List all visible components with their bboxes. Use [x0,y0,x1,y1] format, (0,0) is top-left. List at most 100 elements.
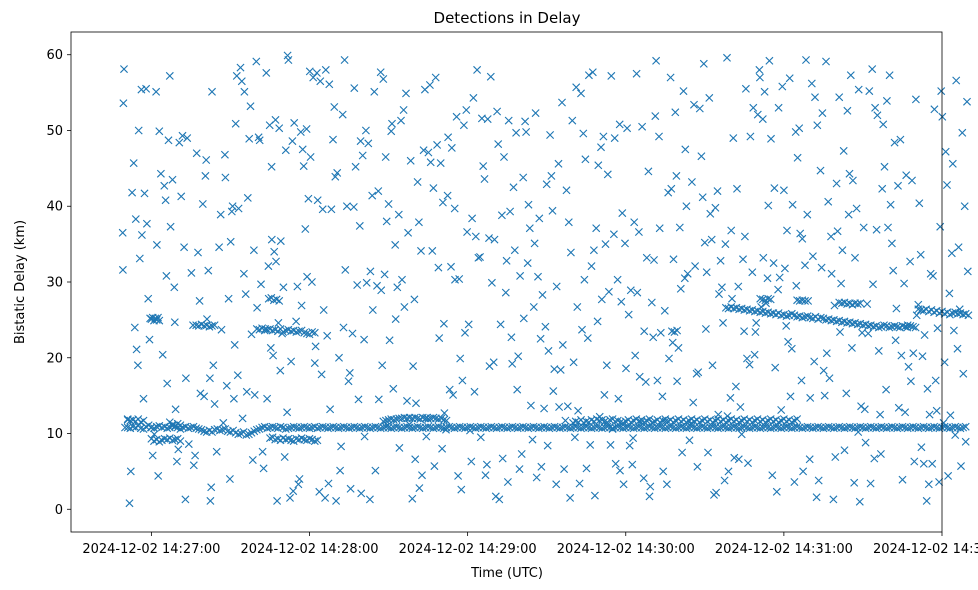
data-point [424,148,433,157]
data-point [341,265,350,274]
data-point [351,162,360,171]
data-point [626,286,635,295]
data-point [305,424,314,433]
data-point [793,153,802,162]
data-point [292,317,301,326]
data-point [911,95,920,104]
data-point [954,243,963,252]
data-point [830,301,839,310]
data-point [743,354,751,363]
data-point [318,422,327,431]
data-point [245,134,254,143]
data-point [246,102,255,111]
data-point [181,495,190,504]
data-point [614,394,623,403]
data-point [391,240,400,249]
data-point [599,132,608,141]
data-point [642,253,651,262]
data-point [868,65,877,74]
data-point [523,259,532,268]
data-point [896,135,905,144]
data-point [409,362,418,371]
data-point [592,422,601,431]
data-point [163,379,172,388]
data-point [639,474,648,483]
data-point [529,422,538,431]
data-point [880,162,889,171]
data-point [389,415,398,424]
data-point [917,443,926,452]
data-point [891,336,900,345]
data-point [856,299,865,308]
data-point [690,100,698,109]
data-point [880,321,888,330]
data-point [501,288,510,297]
data-point [933,324,942,333]
data-point [659,467,668,476]
data-point [827,269,836,278]
data-point [178,131,187,140]
data-point [672,171,681,180]
data-point [483,115,492,124]
data-point [931,376,940,385]
data-point [740,327,749,336]
data-point [941,147,950,156]
data-point [845,169,854,178]
data-point [724,467,733,476]
data-point [524,424,533,433]
data-point [392,422,401,431]
data-point [807,79,816,88]
data-point [189,461,198,470]
data-point [514,352,523,361]
data-point [515,465,524,474]
data-point [378,361,387,370]
data-point [801,261,809,270]
data-point [819,366,828,375]
data-point [310,328,319,337]
data-point [667,184,676,193]
data-point [951,422,960,431]
data-point [485,234,493,243]
data-point [607,71,616,80]
data-point [163,424,172,433]
data-point [793,422,802,431]
data-point [719,318,727,327]
data-point [171,405,180,414]
data-point [215,426,224,435]
data-point [452,112,461,121]
data-point [307,278,316,286]
data-point [280,453,289,461]
data-point [219,418,228,427]
data-point [734,455,743,464]
data-point [782,312,791,321]
data-point [300,422,309,431]
data-point [542,180,551,189]
data-point [252,57,261,66]
data-point [852,204,861,213]
data-point [306,153,315,161]
data-point [502,256,511,265]
data-point [790,416,799,425]
data-point [777,406,786,414]
data-point [635,372,644,381]
data-point [281,146,290,155]
data-point [870,454,879,463]
data-point [415,484,424,493]
data-point [319,306,328,314]
data-point [817,263,826,272]
data-point [793,415,802,424]
data-point [655,224,664,233]
data-point [767,134,775,143]
data-point [288,137,297,146]
data-point [948,159,957,168]
data-point [673,326,682,335]
data-point [175,138,184,147]
data-point [439,424,448,433]
data-point [574,406,583,415]
data-point [487,422,496,431]
data-point [310,359,319,368]
data-point [442,416,451,425]
data-point [582,417,591,426]
data-point [785,74,794,83]
data-point [313,196,322,205]
